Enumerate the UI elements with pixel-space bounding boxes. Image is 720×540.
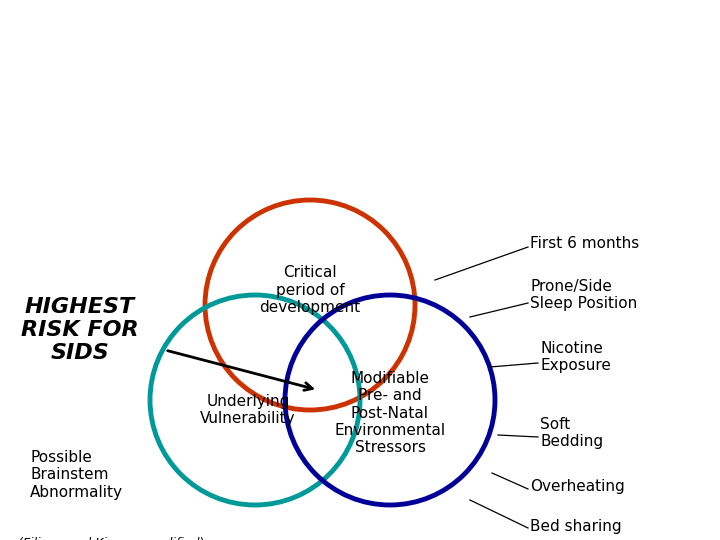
Text: Modifiable
Pre- and
Post-Natal
Environmental
Stressors: Modifiable Pre- and Post-Natal Environme…	[334, 370, 446, 455]
Text: Possible
Brainstem
Abnormality: Possible Brainstem Abnormality	[30, 450, 123, 500]
Text: Underlying
Vulnerability: Underlying Vulnerability	[200, 394, 296, 426]
Text: Soft
Bedding: Soft Bedding	[540, 417, 603, 449]
Text: HIGHEST
RISK FOR
SIDS: HIGHEST RISK FOR SIDS	[21, 297, 139, 363]
Text: Bed sharing: Bed sharing	[530, 519, 621, 535]
Text: Prone/Side
Sleep Position: Prone/Side Sleep Position	[530, 279, 637, 311]
Text: Triple Risk Model: Triple Risk Model	[199, 17, 521, 50]
Text: (Filiano and Kinney, modified): (Filiano and Kinney, modified)	[18, 537, 204, 540]
Text: First 6 months: First 6 months	[530, 235, 639, 251]
Text: Nicotine
Exposure: Nicotine Exposure	[540, 341, 611, 373]
Text: Overheating: Overheating	[530, 480, 625, 495]
Text: to Explain SIDS: to Explain SIDS	[216, 58, 504, 91]
Text: Critical
period of
development: Critical period of development	[259, 265, 361, 315]
